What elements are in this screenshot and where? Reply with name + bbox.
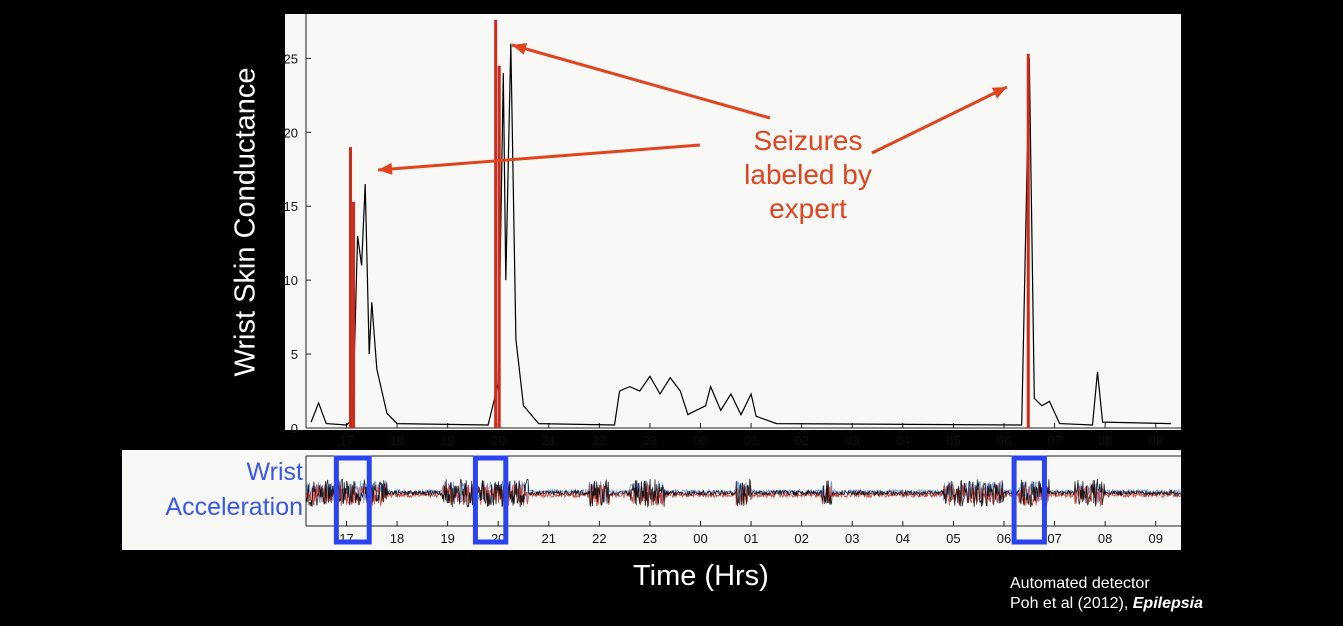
- annotation-arrowhead: [991, 87, 1007, 99]
- y-tick-label: 0: [291, 421, 298, 436]
- acceleration-trace: [305, 478, 1181, 509]
- annotation-arrow: [871, 85, 1008, 155]
- x-tick-label: 02: [794, 433, 808, 448]
- annotation-arrow: [511, 43, 771, 120]
- x-tick-label: 08: [1098, 531, 1112, 546]
- x-axis-label: Time (Hrs): [633, 560, 769, 592]
- x-tick-label: 03: [845, 531, 859, 546]
- x-tick-label: 19: [440, 531, 454, 546]
- x-tick-label: 18: [390, 433, 404, 448]
- annotation-arrowhead: [512, 43, 528, 55]
- y-tick-label: 25: [284, 51, 298, 66]
- x-tick-label: 06: [997, 433, 1011, 448]
- annotation-text: expert: [769, 193, 847, 224]
- acceleration-label: Wrist: [247, 458, 304, 486]
- credit-line-2: Poh et al (2012), Epilepsia: [1010, 594, 1203, 614]
- x-tick-label: 08: [1098, 433, 1112, 448]
- annotation-arrowhead: [378, 162, 393, 175]
- x-tick-label: 01: [744, 433, 758, 448]
- acceleration-label: Acceleration: [165, 493, 303, 521]
- seizure-highlight-box: [472, 455, 509, 545]
- credit-line-1: Automated detector: [1010, 575, 1150, 592]
- x-tick-label: 22: [592, 531, 606, 546]
- y-tick-label: 10: [284, 273, 298, 288]
- x-tick-label: 00: [693, 531, 707, 546]
- x-tick-label: 20: [491, 433, 505, 448]
- x-tick-label: 04: [896, 531, 910, 546]
- y-tick-label: 15: [284, 199, 298, 214]
- x-tick-label: 06: [997, 531, 1011, 546]
- x-tick-label: 23: [643, 433, 657, 448]
- x-tick-label: 19: [440, 433, 454, 448]
- source-credit: Automated detector Poh et al (2012), Epi…: [1010, 574, 1203, 614]
- x-tick-label: 03: [845, 433, 859, 448]
- annotation-text: labeled by: [744, 159, 872, 190]
- x-tick-label: 02: [794, 531, 808, 546]
- x-tick-label: 17: [339, 433, 353, 448]
- x-tick-label: 09: [1148, 531, 1162, 546]
- y-axis-label: Wrist Skin Conductance: [229, 67, 262, 377]
- x-tick-label: 05: [946, 433, 960, 448]
- y-tick-label: 20: [284, 125, 298, 140]
- x-tick-label: 21: [542, 531, 556, 546]
- credit-journal: Epilepsia: [1132, 595, 1203, 612]
- y-tick-label: 5: [291, 347, 298, 362]
- annotation-text: Seizures: [754, 125, 863, 156]
- annotation-arrow: [377, 143, 701, 172]
- acceleration-plot: 17 18 19 20 21 22 23 00 01 02 03 04 05 06 07 08 09WristA…: [165, 455, 1181, 546]
- x-tick-label: 00: [693, 433, 707, 448]
- seizure-highlight-box: [1011, 455, 1047, 545]
- x-tick-label: 07: [1047, 531, 1061, 546]
- x-tick-label: 04: [896, 433, 910, 448]
- x-tick-label: 22: [592, 433, 606, 448]
- x-tick-label: 21: [542, 433, 556, 448]
- x-tick-label: 05: [946, 531, 960, 546]
- x-tick-label: 09: [1148, 433, 1162, 448]
- x-tick-label: 01: [744, 531, 758, 546]
- x-tick-label: 18: [390, 531, 404, 546]
- x-tick-label: 23: [643, 531, 657, 546]
- top-plot-background: [285, 14, 1181, 430]
- credit-authors: Poh et al (2012),: [1010, 595, 1133, 612]
- x-tick-label: 07: [1047, 433, 1061, 448]
- seizure-highlight-box: [333, 455, 372, 545]
